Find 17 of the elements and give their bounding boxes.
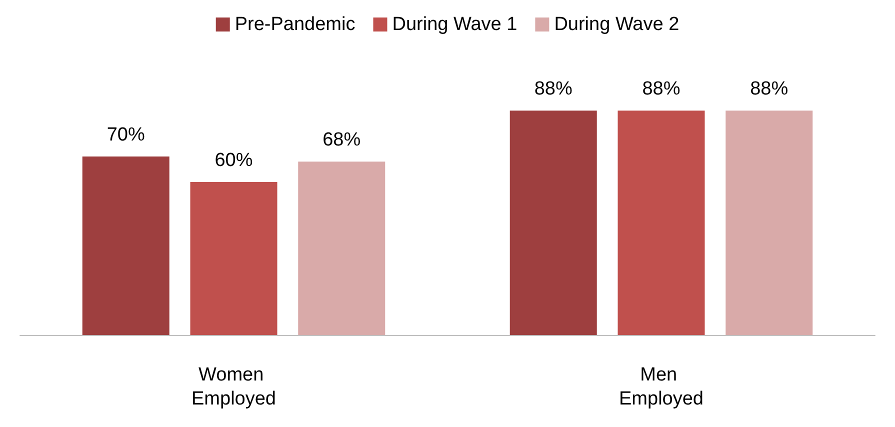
legend-label: During Wave 1 bbox=[392, 14, 518, 35]
data-label: 70% bbox=[106, 124, 145, 146]
legend-label: Pre-Pandemic bbox=[234, 14, 356, 35]
data-label: 88% bbox=[534, 78, 572, 100]
bar bbox=[82, 156, 170, 335]
data-label: 88% bbox=[642, 78, 680, 100]
bar bbox=[726, 110, 813, 335]
data-label: 60% bbox=[214, 150, 253, 171]
bar bbox=[510, 110, 597, 335]
data-label: 88% bbox=[750, 78, 788, 100]
bar bbox=[298, 162, 386, 335]
bar bbox=[190, 182, 278, 335]
legend-label: During Wave 2 bbox=[554, 14, 680, 35]
bar bbox=[618, 110, 705, 335]
x-tick-label: Men Employed bbox=[619, 364, 704, 410]
x-tick-label: Women Employed bbox=[192, 364, 276, 410]
data-label: 68% bbox=[322, 130, 361, 151]
